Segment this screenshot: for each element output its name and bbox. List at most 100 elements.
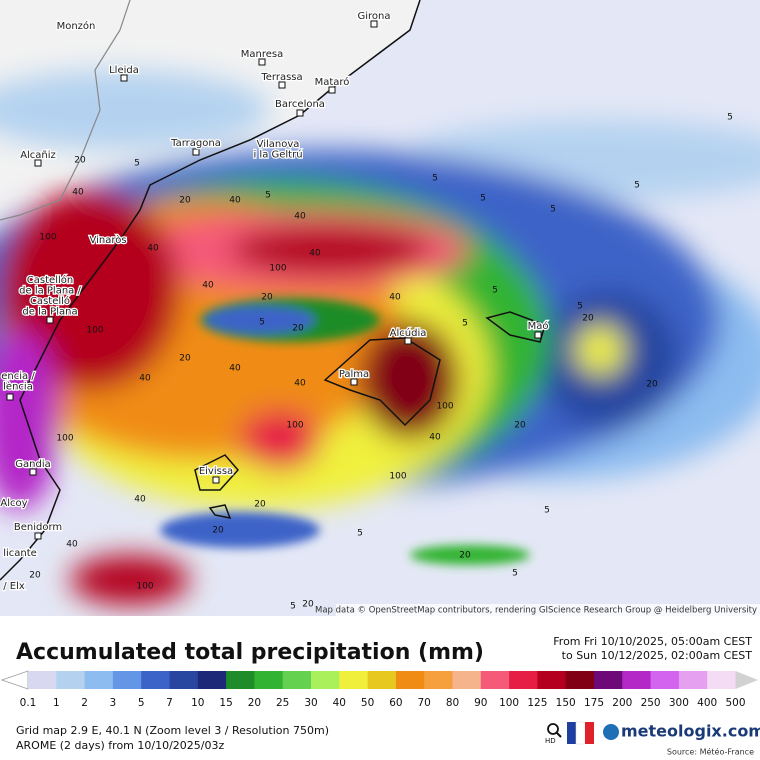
city-label: Alcañiz	[20, 150, 56, 161]
city-marker	[212, 476, 220, 484]
city-label: Terrassa	[260, 72, 302, 83]
contour-label: 5	[544, 506, 550, 516]
city-label: Castelló	[30, 295, 70, 307]
zoom-icon-handle	[556, 732, 562, 738]
colorbar-cell	[395, 671, 425, 689]
city-marker	[534, 331, 542, 339]
city-marker	[29, 468, 37, 476]
attribution-bg	[336, 604, 760, 616]
contour-label: 5	[492, 286, 498, 296]
contour-label: 40	[202, 281, 214, 291]
contour-label: 20	[261, 293, 273, 303]
city-marker	[6, 393, 14, 401]
city-label: Castellón	[27, 274, 73, 286]
colorbar-tick-label: 70	[418, 697, 431, 709]
colorbar-tick-label: 25	[276, 697, 289, 709]
contour-label: 100	[436, 402, 453, 412]
colorbar-tick-label: 175	[584, 697, 604, 709]
city-marker	[370, 20, 378, 28]
contour-label: 100	[286, 421, 303, 431]
precipitation-detail	[160, 298, 530, 565]
colorbar-tick-label: 200	[612, 697, 632, 709]
contour-label: 40	[309, 249, 321, 259]
colorbar-tick-label: 15	[219, 697, 232, 709]
city-label: Barcelona	[275, 99, 325, 110]
colorbar-tick-label: 30	[304, 697, 317, 709]
city-label: Lleida	[109, 65, 139, 76]
contour-label: 5	[512, 569, 518, 579]
source: Source: Météo-France	[667, 747, 754, 757]
map: Monzón Girona Manresa Lleida Terrassa Mataró B…	[0, 0, 760, 616]
colorbar-tick-label: 125	[527, 697, 547, 709]
contour-label: 5	[290, 602, 296, 612]
colorbar-tick-label: 90	[474, 697, 487, 709]
contour-label: 40	[229, 364, 241, 374]
city-marker	[34, 159, 42, 167]
contour-label: 20	[514, 421, 526, 431]
city-label: Vinaròs	[89, 234, 126, 246]
city-label: Girona	[357, 11, 390, 22]
contour-label: 40	[139, 374, 151, 384]
colorbar-tick-label: 40	[333, 697, 346, 709]
colorbar-cell	[565, 671, 595, 689]
colorbar-cell	[197, 671, 227, 689]
colorbar-tick-label: 150	[556, 697, 576, 709]
colorbar-cell	[480, 671, 510, 689]
city-marker	[296, 109, 304, 117]
contour-label: 5	[357, 529, 363, 539]
colorbar-cell	[112, 671, 142, 689]
flag-blue	[567, 722, 576, 744]
city-label: lència	[3, 381, 33, 393]
colorbar-tick-label: 250	[641, 697, 661, 709]
city-label: licante	[3, 548, 37, 559]
grid-info: Grid map 2.9 E, 40.1 N (Zoom level 3 / R…	[16, 724, 329, 737]
attribution: Map data © OpenStreetMap contributors, r…	[315, 606, 757, 616]
border	[0, 0, 131, 221]
colorbar-tick-label: 5	[138, 697, 145, 709]
colorbar-cell	[141, 671, 170, 689]
city-marker	[328, 86, 336, 94]
city-label: Manresa	[241, 49, 283, 60]
zoom-icon	[547, 723, 559, 735]
contour-label: 20	[646, 380, 658, 390]
colorbar-tick-label: 500	[725, 697, 745, 709]
contour-label: 5	[265, 191, 271, 201]
contour-label: 20	[74, 156, 86, 166]
city-marker	[192, 148, 200, 156]
colorbar-tick-label: 3	[110, 697, 117, 709]
colorbar-tick-label: 2	[81, 697, 88, 709]
model-info: AROME (2 days) from 10/10/2025/03z	[16, 739, 225, 752]
contour-label: 5	[259, 318, 265, 328]
colorbar-tick-label: 10	[191, 697, 204, 709]
city-labels: Monzón Girona Manresa Lleida Terrassa Mataró B…	[0, 10, 550, 594]
colorbar-tick-label: 7	[166, 697, 173, 709]
city-marker	[120, 74, 128, 82]
contour-label: 5	[634, 181, 640, 191]
city-label: Eivissa	[199, 466, 233, 477]
ibiza-formentera	[194, 454, 240, 520]
city-marker	[258, 58, 266, 66]
colorbar-cell	[509, 671, 538, 689]
colorbar-left-arrow	[0, 670, 29, 690]
contour-label: 20	[179, 354, 191, 364]
logo[interactable]: meteologix.com	[621, 722, 760, 741]
city-marker	[404, 337, 412, 345]
city-marker	[278, 81, 286, 89]
contour-label: 5	[134, 159, 140, 169]
hd-label: HD	[545, 737, 556, 745]
contour-label: 40	[429, 433, 441, 443]
colorbar-cell	[650, 671, 680, 689]
city-label: Tarragona	[170, 138, 221, 149]
precipitation-field	[0, 70, 760, 605]
contour-label: 40	[134, 495, 146, 505]
contour-label: 40	[72, 188, 84, 198]
contour-label: 100	[389, 472, 406, 482]
city-label: de la Plana /	[19, 286, 81, 297]
contour-label: 40	[294, 212, 306, 222]
colorbar-cell	[452, 671, 482, 689]
colorbar-tick-label: 1	[53, 697, 60, 709]
colorbar-tick-label: 20	[248, 697, 261, 709]
contour-label: 40	[66, 540, 78, 550]
